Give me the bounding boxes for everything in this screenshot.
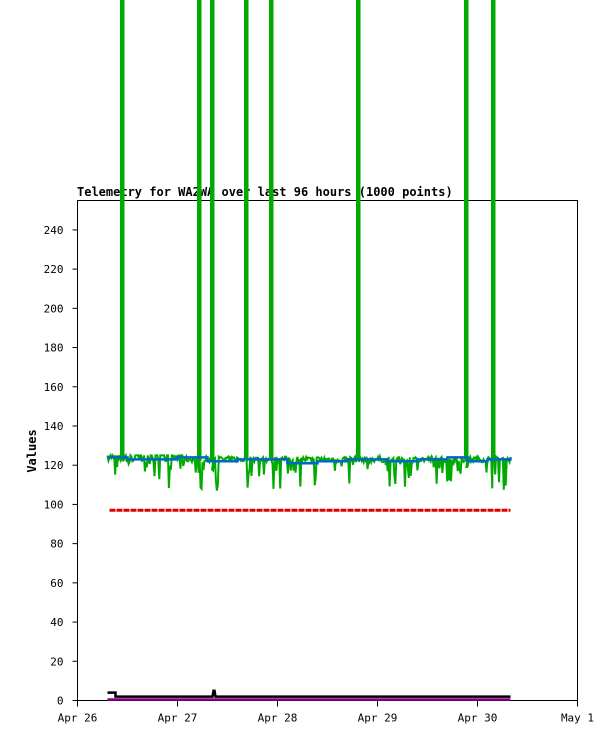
series-layer bbox=[106, 0, 512, 701]
x-axis: Apr 26 Apr 27 Apr 28 Apr 29 Apr 30 May 1 bbox=[58, 700, 594, 725]
series-green-line bbox=[106, 0, 512, 492]
x-tick-label: Apr 27 bbox=[158, 712, 198, 725]
x-tick-label: May 1 bbox=[561, 712, 594, 725]
y-tick-label: 220 bbox=[44, 263, 64, 276]
x-tick-label: Apr 30 bbox=[458, 712, 498, 725]
y-tick-label: 120 bbox=[44, 459, 64, 472]
x-tick-label: Apr 26 bbox=[58, 712, 98, 725]
y-tick-label: 180 bbox=[44, 342, 64, 355]
y-tick-label: 20 bbox=[50, 655, 63, 668]
y-tick-label: 40 bbox=[50, 616, 63, 629]
y-tick-label: 0 bbox=[57, 695, 64, 708]
y-axis-label: Values bbox=[25, 429, 39, 472]
y-axis: 0 20 40 60 80 100 120 140 160 180 200 220 240 bbox=[44, 224, 78, 708]
y-tick-label: 140 bbox=[44, 420, 64, 433]
y-tick-label: 60 bbox=[50, 577, 63, 590]
x-tick-label: Apr 29 bbox=[358, 712, 398, 725]
plot-frame bbox=[77, 200, 578, 701]
y-tick-label: 160 bbox=[44, 381, 64, 394]
y-tick-label: 200 bbox=[44, 302, 64, 315]
y-tick-label: 80 bbox=[50, 538, 63, 551]
x-tick-label: Apr 28 bbox=[258, 712, 298, 725]
y-tick-label: 100 bbox=[44, 498, 64, 511]
chart-title: Telemetry for WA2WA over last 96 hours (… bbox=[77, 185, 453, 199]
series-black-line bbox=[107, 689, 511, 698]
y-tick-label: 240 bbox=[44, 224, 64, 237]
series-blue-line bbox=[107, 456, 512, 465]
